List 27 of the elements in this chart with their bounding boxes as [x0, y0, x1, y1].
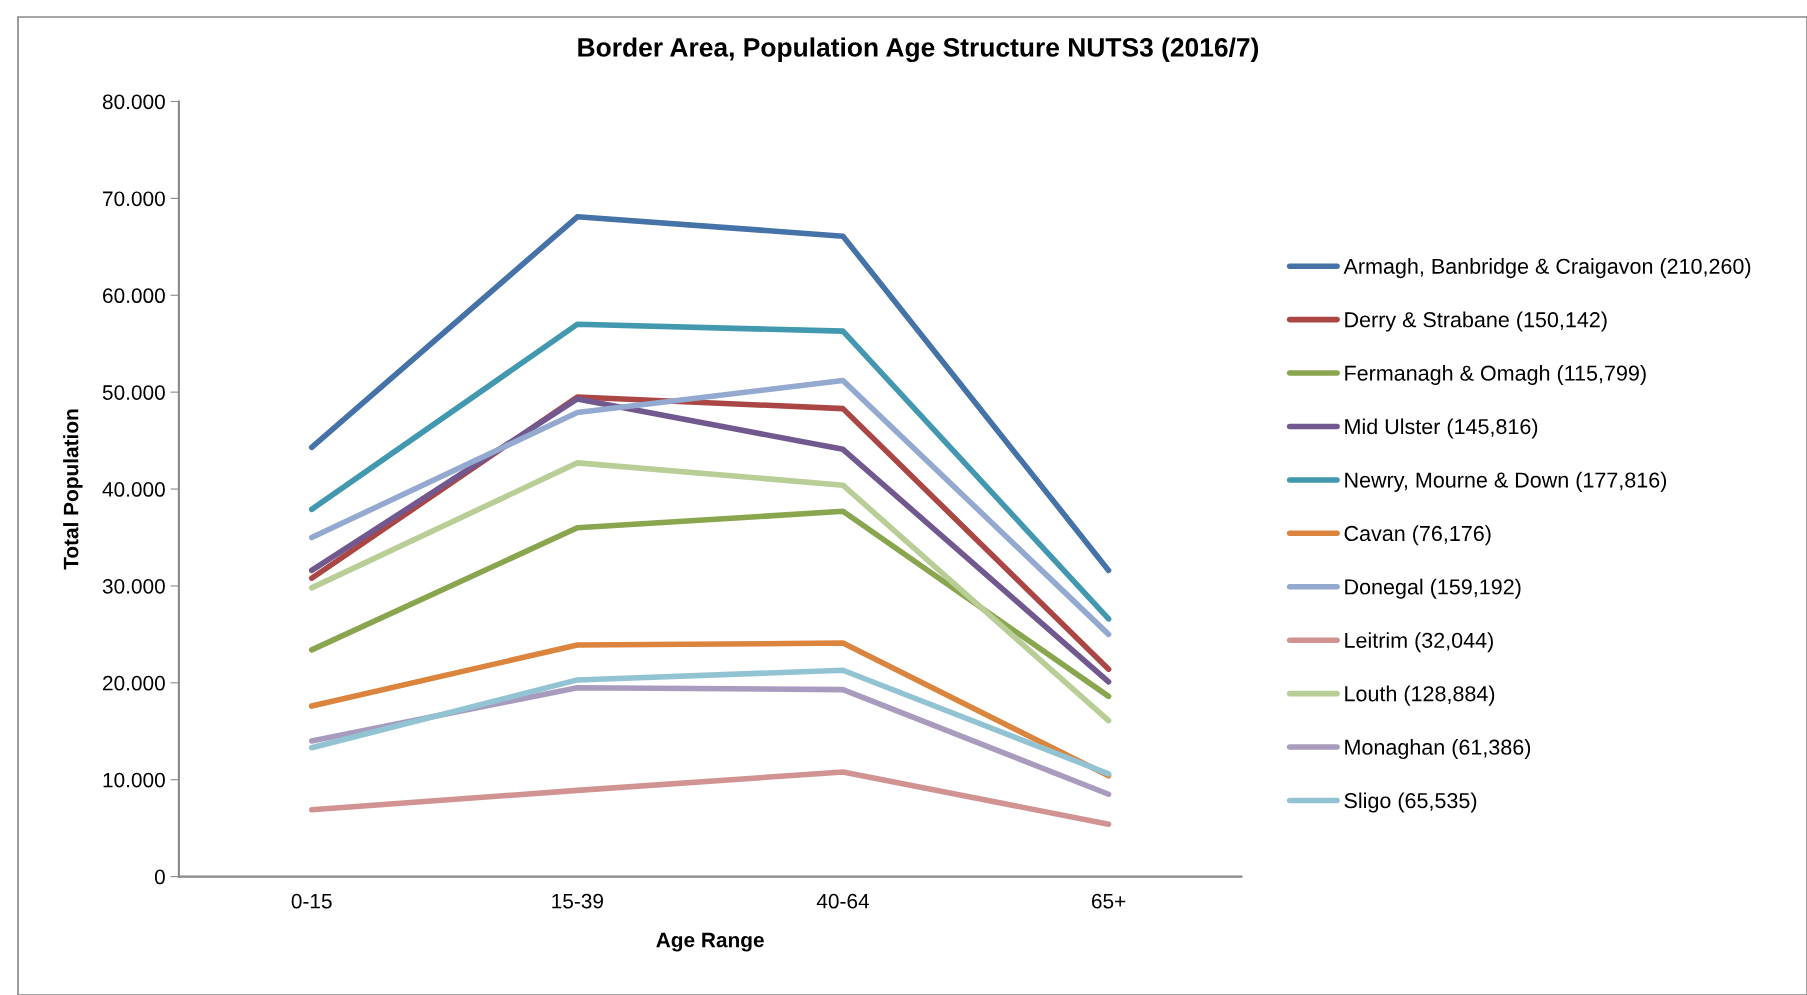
x-tick-label: 40-64 — [816, 893, 869, 909]
y-tick-label: 10.000 — [103, 772, 165, 788]
y-tick-label: 70.000 — [103, 191, 165, 207]
legend-label: Louth (128,884) — [1345, 685, 1495, 706]
x-tick-label: 0-15 — [291, 893, 332, 909]
y-tick-label: 80.000 — [102, 94, 165, 110]
legend-label: Monaghan (61,386) — [1345, 739, 1531, 760]
legend-label: Cavan (76,176) — [1344, 525, 1491, 546]
legend-label: Donegal (159,192) — [1345, 578, 1521, 599]
y-tick-label: 40.000 — [102, 482, 165, 497]
legend-label: Derry & Strabane (150,142) — [1345, 311, 1607, 332]
legend-label: Sligo (65,535) — [1344, 792, 1477, 813]
x-axis-title: Age Range — [656, 932, 764, 952]
chart-title: Border Area, Population Age Structure NUTS3 (2016/7) — [578, 37, 1259, 63]
y-tick-label: 30.000 — [102, 578, 165, 594]
x-tick-label: 15-39 — [552, 893, 603, 909]
legend-label: Mid Ulster (145,816) — [1345, 418, 1538, 439]
legend-label: Leitrim (32,044) — [1345, 632, 1493, 653]
legend-label: Fermanagh & Omagh (115,799) — [1345, 364, 1646, 386]
y-tick-label: 0 — [154, 869, 165, 885]
x-tick-label: 65+ — [1091, 893, 1126, 909]
y-axis-title: Total Population — [63, 409, 83, 570]
y-tick-label: 20.000 — [103, 675, 165, 691]
y-tick-label: 50.000 — [102, 385, 165, 400]
legend-label: Armagh, Banbridge & Craigavon (210,260) — [1343, 258, 1751, 279]
legend-label: Newry, Mourne & Down (177,816) — [1345, 471, 1667, 492]
y-tick-label: 60.000 — [103, 288, 165, 304]
